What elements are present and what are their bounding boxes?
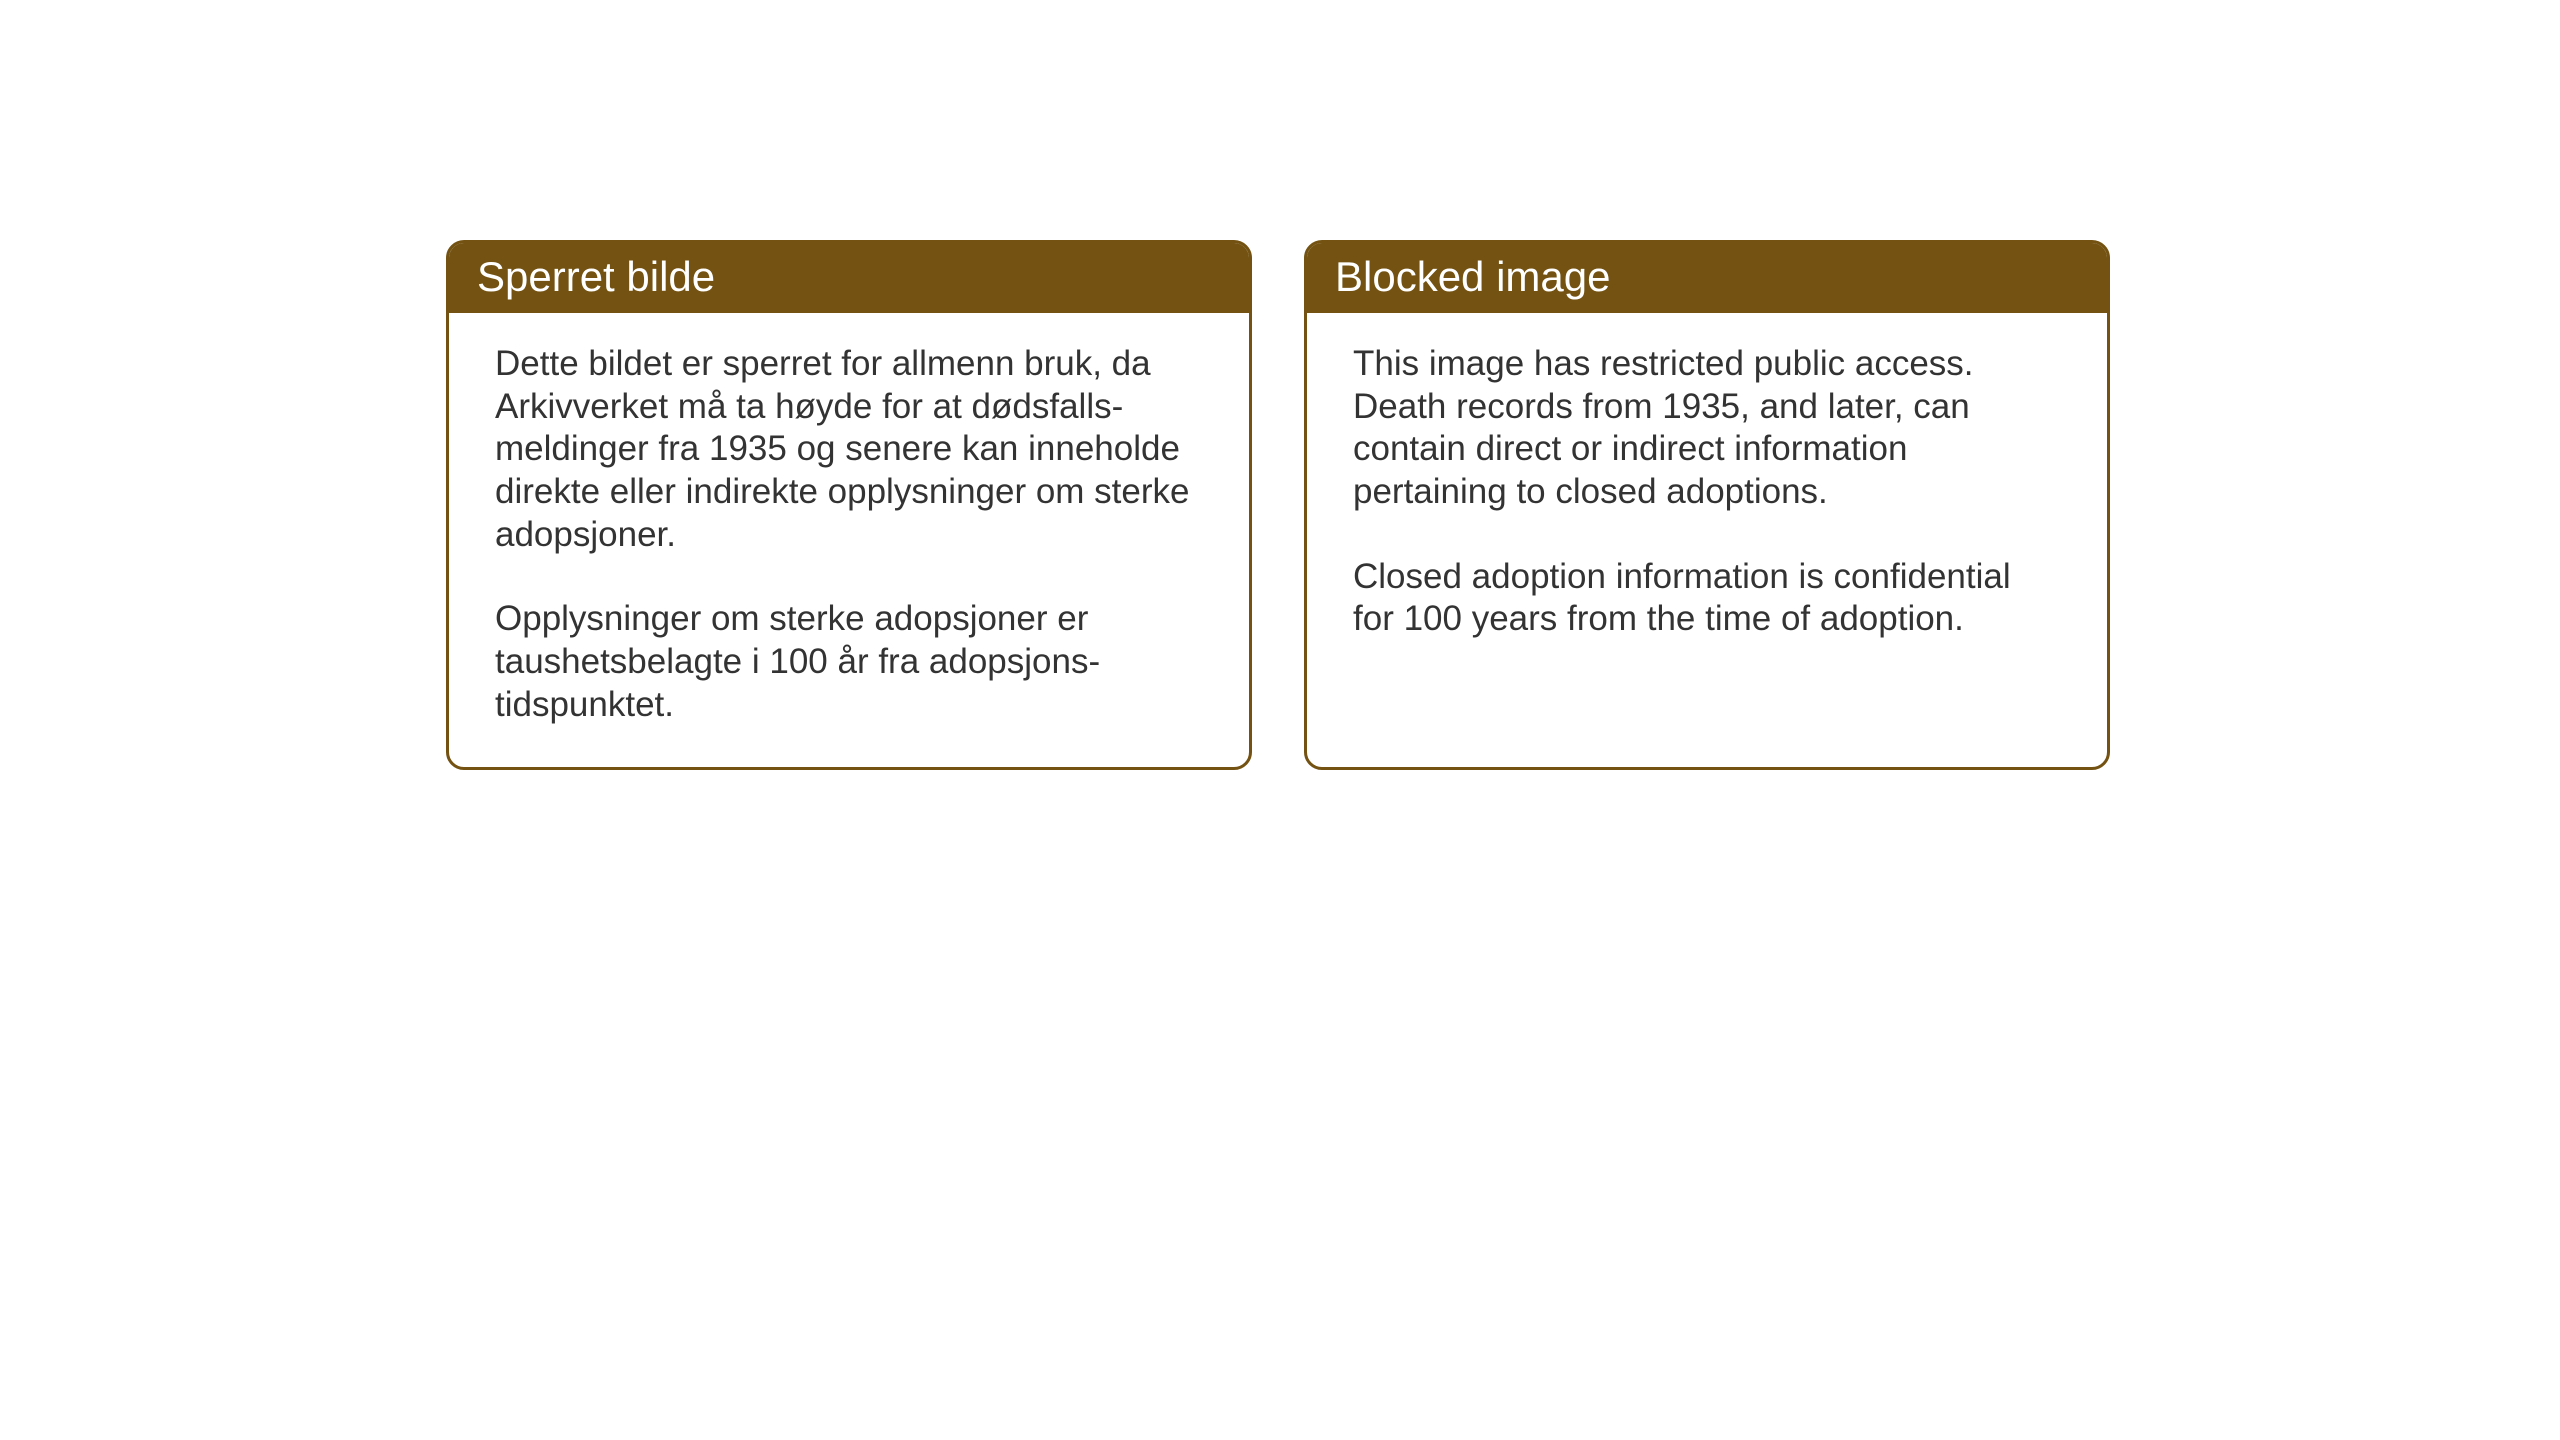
card-body-english: This image has restricted public access.… bbox=[1307, 313, 2107, 728]
card-text-norwegian-p1: Dette bildet er sperret for allmenn bruk… bbox=[495, 343, 1203, 556]
card-text-english-p2: Closed adoption information is confident… bbox=[1353, 556, 2061, 641]
card-header-english: Blocked image bbox=[1307, 243, 2107, 313]
card-text-norwegian-p2: Opplysninger om sterke adopsjoner er tau… bbox=[495, 598, 1203, 726]
card-title-english: Blocked image bbox=[1335, 253, 1610, 300]
card-text-english-p1: This image has restricted public access.… bbox=[1353, 343, 2061, 514]
cards-container: Sperret bilde Dette bildet er sperret fo… bbox=[0, 0, 2560, 770]
card-norwegian: Sperret bilde Dette bildet er sperret fo… bbox=[446, 240, 1252, 770]
card-title-norwegian: Sperret bilde bbox=[477, 253, 715, 300]
card-body-norwegian: Dette bildet er sperret for allmenn bruk… bbox=[449, 313, 1249, 767]
card-header-norwegian: Sperret bilde bbox=[449, 243, 1249, 313]
card-english: Blocked image This image has restricted … bbox=[1304, 240, 2110, 770]
